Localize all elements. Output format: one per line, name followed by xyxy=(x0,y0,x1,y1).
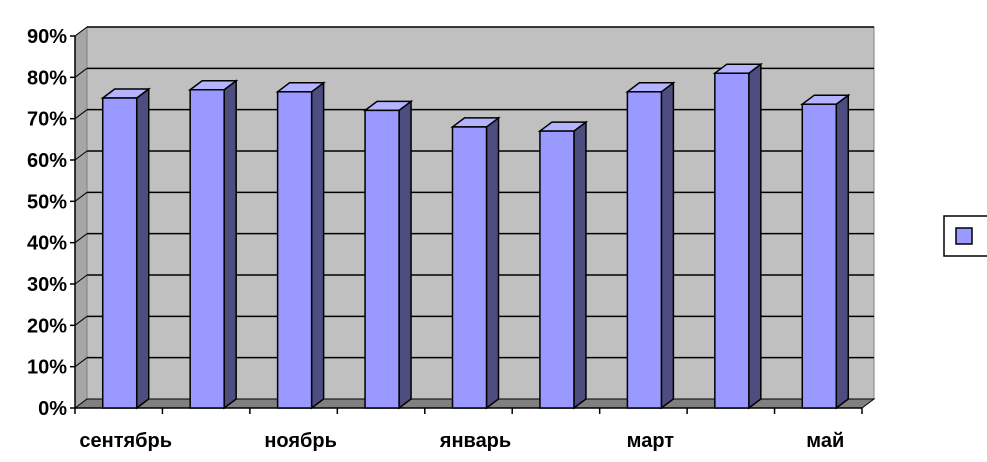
gridline-side xyxy=(74,274,88,285)
x-tick-label: январь xyxy=(439,430,511,452)
y-tick-label: 10% xyxy=(27,357,67,379)
y-tick-label: 50% xyxy=(27,191,67,213)
bar-front xyxy=(714,72,750,409)
bar-front xyxy=(539,130,575,409)
gridline-side xyxy=(74,150,88,161)
gridline-side xyxy=(74,67,88,78)
bar-front xyxy=(801,103,838,409)
bar-front xyxy=(626,91,663,409)
bar xyxy=(100,87,151,410)
bar-front xyxy=(101,97,138,409)
bar-side xyxy=(135,87,150,410)
gridline-side xyxy=(74,233,88,244)
y-tick-label: 80% xyxy=(27,67,67,89)
bar xyxy=(800,93,851,410)
gridline-side xyxy=(74,315,88,326)
x-tick-label: март xyxy=(627,430,675,452)
bar xyxy=(712,62,764,410)
bar-front xyxy=(364,109,400,409)
gridline-side xyxy=(74,109,88,120)
bar xyxy=(537,120,589,410)
bar-side xyxy=(485,116,500,410)
gridline-side xyxy=(74,357,88,368)
bar-front xyxy=(451,126,488,409)
bar-side xyxy=(223,79,237,410)
x-tick-label: ноябрь xyxy=(264,430,337,452)
bar xyxy=(362,99,414,410)
bar xyxy=(187,79,239,410)
bar xyxy=(450,116,501,410)
bar-side xyxy=(835,93,850,410)
y-tick-label: 0% xyxy=(38,398,67,420)
x-tick-label: май xyxy=(806,430,844,452)
bar-side xyxy=(398,99,412,410)
bar-front xyxy=(276,91,313,409)
bar-side xyxy=(573,120,587,410)
bar-front xyxy=(189,88,225,409)
y-tick-label: 40% xyxy=(27,233,67,255)
y-tick-label: 60% xyxy=(27,150,67,172)
gridline-side xyxy=(74,191,88,202)
y-tick-label: 70% xyxy=(27,109,67,131)
y-tick-label: 30% xyxy=(27,274,67,296)
y-tick-label: 20% xyxy=(27,315,67,337)
x-tick-label: сентябрь xyxy=(79,430,172,452)
bar xyxy=(625,81,676,410)
bar-side xyxy=(310,81,325,410)
legend xyxy=(943,215,987,257)
y-tick-label: 90% xyxy=(27,26,67,48)
bar-side xyxy=(660,81,675,410)
bar xyxy=(275,81,326,410)
legend-swatch xyxy=(955,227,973,245)
bar-side xyxy=(748,62,762,410)
gridline-side xyxy=(74,26,88,37)
plot-side-wall xyxy=(74,26,88,409)
